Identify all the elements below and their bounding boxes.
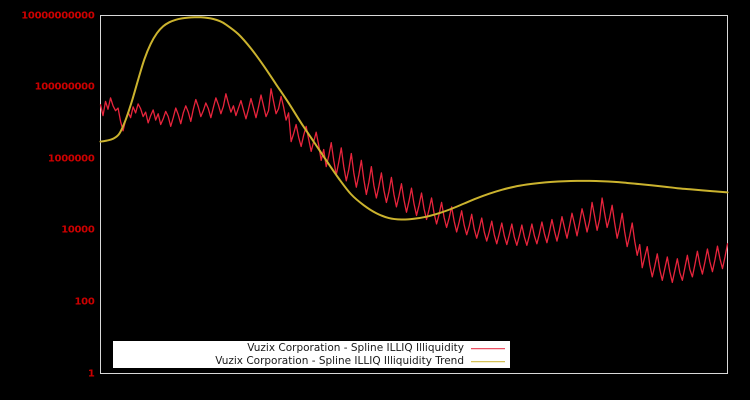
y-tick-label: 10000000000 xyxy=(21,10,95,21)
y-tick-label: 1000000 xyxy=(47,153,95,165)
y-tick-label: 10000 xyxy=(61,224,95,236)
series-line-trend xyxy=(99,16,729,221)
legend-swatch-illiquidity xyxy=(471,343,505,355)
y-tick-label: 100000000 xyxy=(34,81,95,93)
legend-item-label: Vuzix Corporation - Spline ILLIQ Illiqui… xyxy=(247,342,464,354)
legend-item-label: Vuzix Corporation - Spline ILLIQ Illiqui… xyxy=(215,355,464,367)
chart-legend[interactable]: Vuzix Corporation - Spline ILLIQ Illiqui… xyxy=(113,341,510,368)
series-group xyxy=(99,16,729,284)
legend-swatch-trend xyxy=(471,356,505,368)
y-tick-label: 1 xyxy=(87,368,95,379)
y-tick-label: 100 xyxy=(74,296,95,308)
axes-frame xyxy=(100,15,728,374)
legend-item[interactable]: Vuzix Corporation - Spline ILLIQ Illiqui… xyxy=(114,355,509,368)
series-line-illiquidity xyxy=(99,88,729,284)
legend-item[interactable]: Vuzix Corporation - Spline ILLIQ Illiqui… xyxy=(114,342,509,355)
